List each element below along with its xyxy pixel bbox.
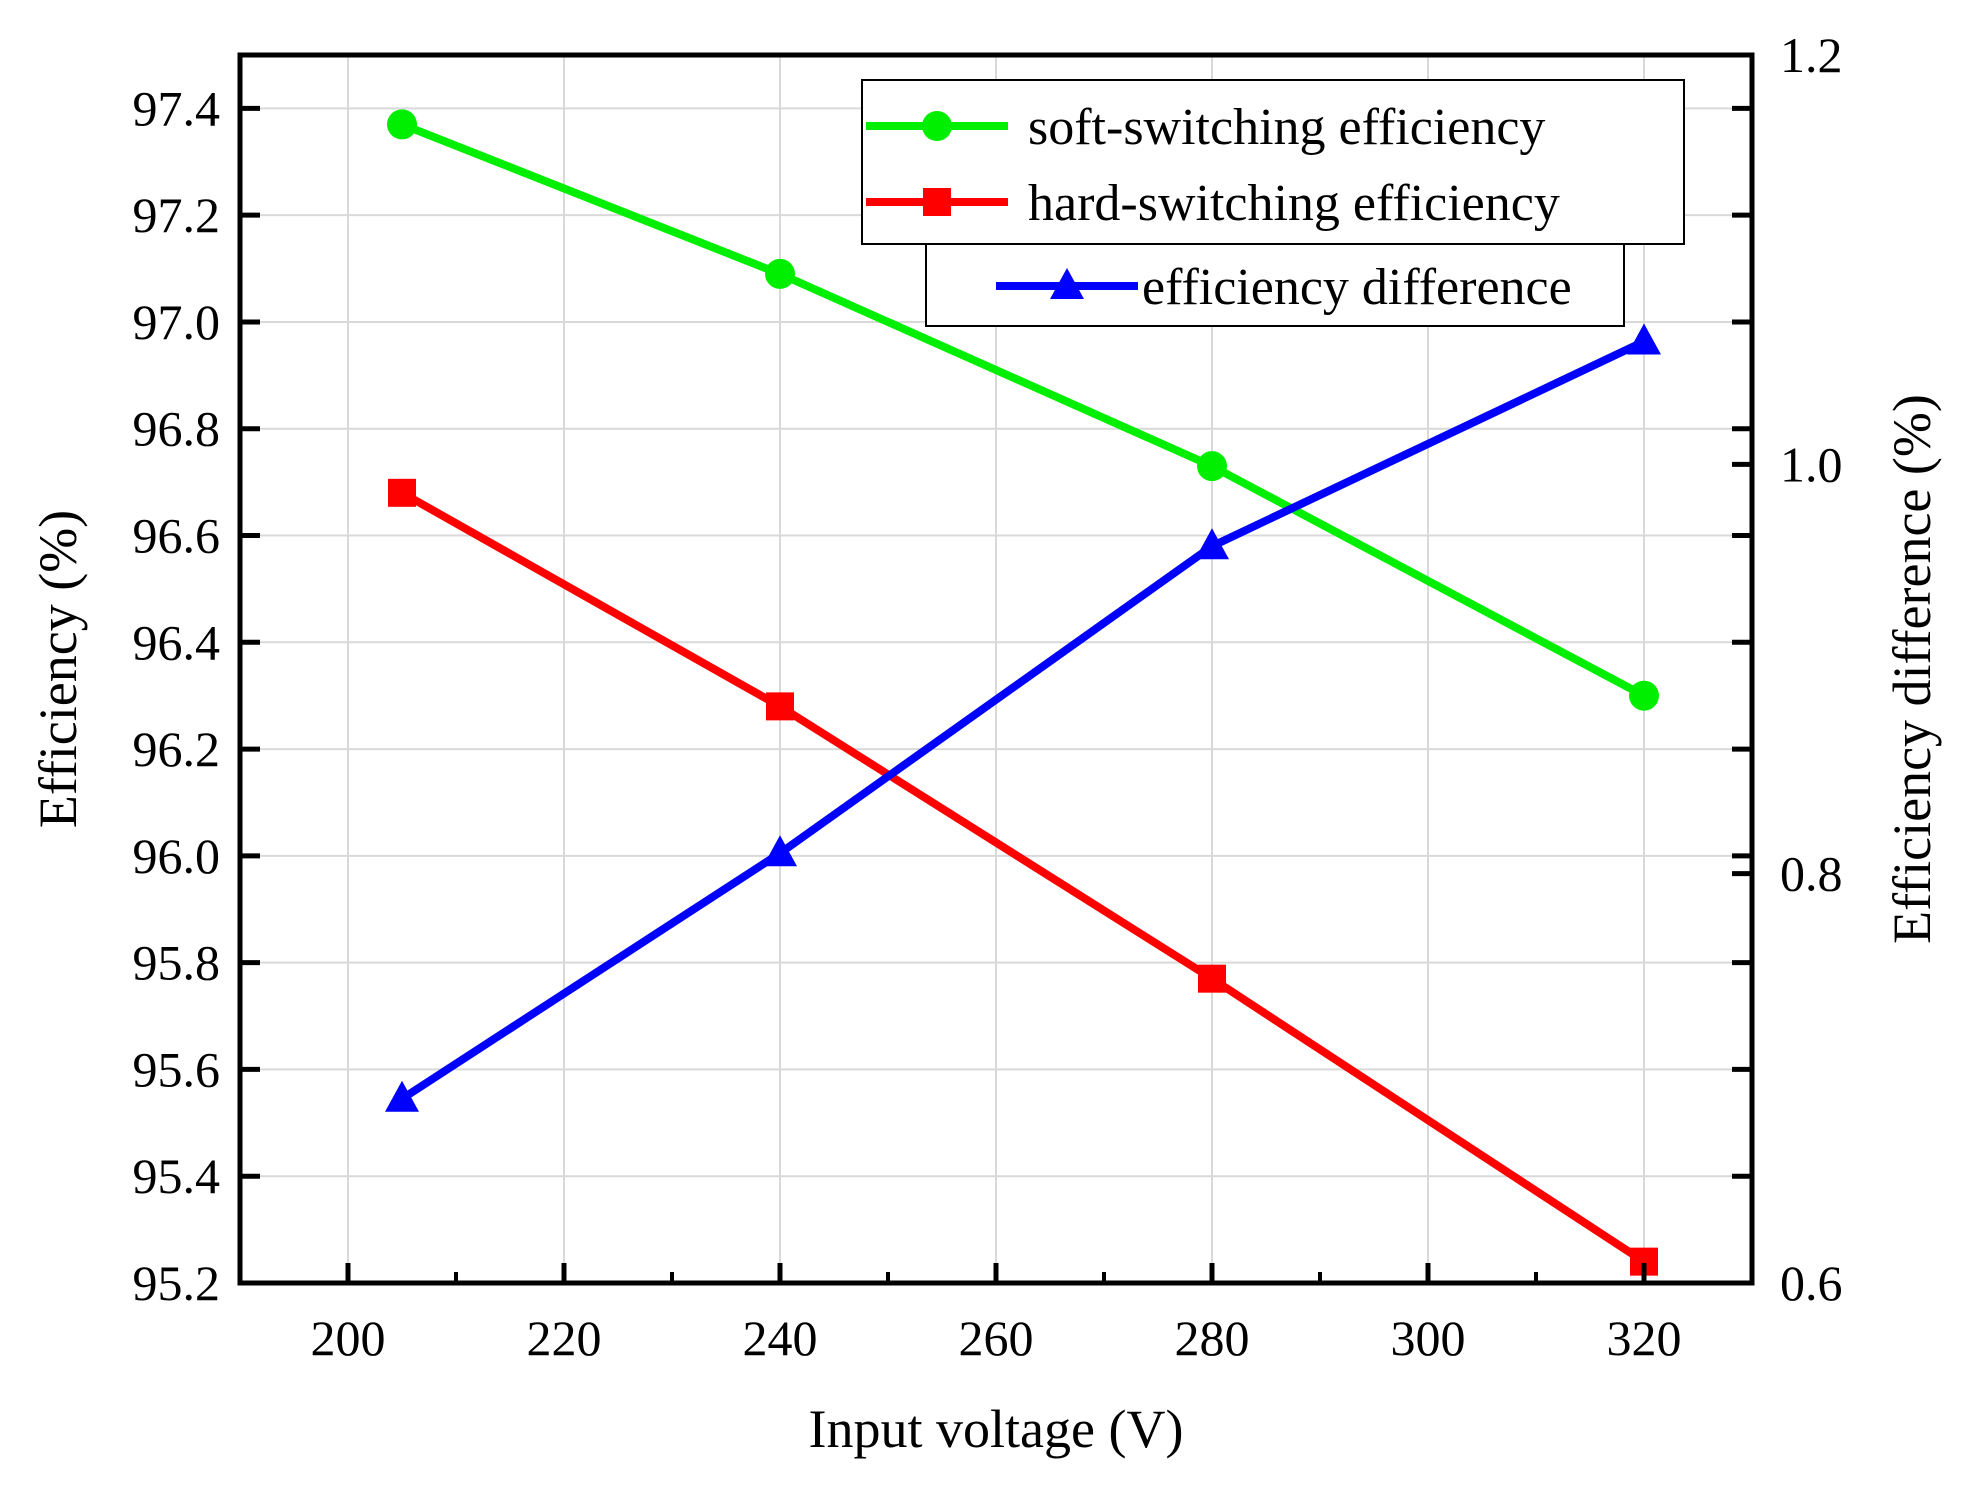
legend-item: efficiency difference — [996, 259, 1572, 316]
y2-tick-label: 1.0 — [1780, 436, 1843, 492]
data-point — [763, 835, 797, 867]
y2-tick-label: 0.8 — [1780, 846, 1843, 902]
y-tick-label: 95.4 — [133, 1148, 221, 1204]
legend-box — [861, 79, 1685, 245]
data-point — [766, 692, 794, 721]
x-tick-label: 320 — [1607, 1310, 1682, 1366]
y2-tick-label: 1.2 — [1780, 27, 1843, 83]
data-point — [1629, 680, 1659, 711]
y2-tick-label: 0.6 — [1780, 1255, 1843, 1311]
y-tick-label: 95.2 — [133, 1255, 221, 1311]
y-tick-label: 96.4 — [133, 614, 221, 670]
series-line — [400, 120, 1646, 700]
series-square — [388, 478, 1658, 1276]
legend-marker — [922, 111, 952, 141]
x-axis-title: Input voltage (V) — [809, 1399, 1184, 1459]
x-tick-label: 280 — [1175, 1310, 1250, 1366]
legend-marker — [923, 188, 951, 216]
series-layer — [385, 109, 1661, 1276]
legend-item: hard-switching efficiency — [866, 175, 1560, 232]
y-axis-title: Efficiency (%) — [28, 510, 88, 828]
y-tick-label: 97.0 — [133, 294, 221, 350]
data-point — [388, 478, 416, 507]
series-line — [399, 337, 1646, 1103]
data-point — [765, 258, 795, 289]
series-triangle — [385, 323, 1661, 1112]
legend: soft-switching efficiency hard-switching … — [861, 79, 1685, 327]
x-tick-label: 220 — [527, 1310, 602, 1366]
x-tick-label: 200 — [311, 1310, 386, 1366]
legend-label: efficiency difference — [1142, 259, 1572, 316]
y-tick-label: 96.8 — [133, 401, 221, 457]
y-tick-label: 96.2 — [133, 721, 221, 777]
y-tick-label: 97.2 — [133, 187, 221, 243]
data-point — [1198, 964, 1226, 993]
legend-marker — [1050, 268, 1084, 299]
data-point — [1627, 323, 1661, 355]
y-tick-label: 96.0 — [133, 828, 221, 884]
axes: 200 220 240 260 280 300 320 95.2 95.4 95.6 95.8 96.… — [133, 27, 1843, 1366]
data-point — [387, 109, 417, 140]
legend-label: soft-switching efficiency — [1028, 99, 1545, 156]
y-tick-label: 96.6 — [133, 508, 221, 564]
data-point — [1197, 451, 1227, 482]
x-tick-label: 260 — [959, 1310, 1034, 1366]
x-tick-label: 300 — [1391, 1310, 1466, 1366]
data-point — [1195, 528, 1229, 560]
data-point — [385, 1080, 419, 1112]
y-tick-label: 95.6 — [133, 1041, 221, 1097]
series-line — [400, 489, 1647, 1265]
x-tick-label: 240 — [743, 1310, 818, 1366]
y-tick-label: 97.4 — [133, 80, 221, 136]
series-circle — [387, 109, 1659, 711]
legend-item: soft-switching efficiency — [866, 99, 1545, 156]
legend-label: hard-switching efficiency — [1028, 175, 1560, 232]
y2-axis-title: Efficiency difference (%) — [1882, 394, 1942, 944]
y-tick-label: 95.8 — [133, 935, 221, 991]
